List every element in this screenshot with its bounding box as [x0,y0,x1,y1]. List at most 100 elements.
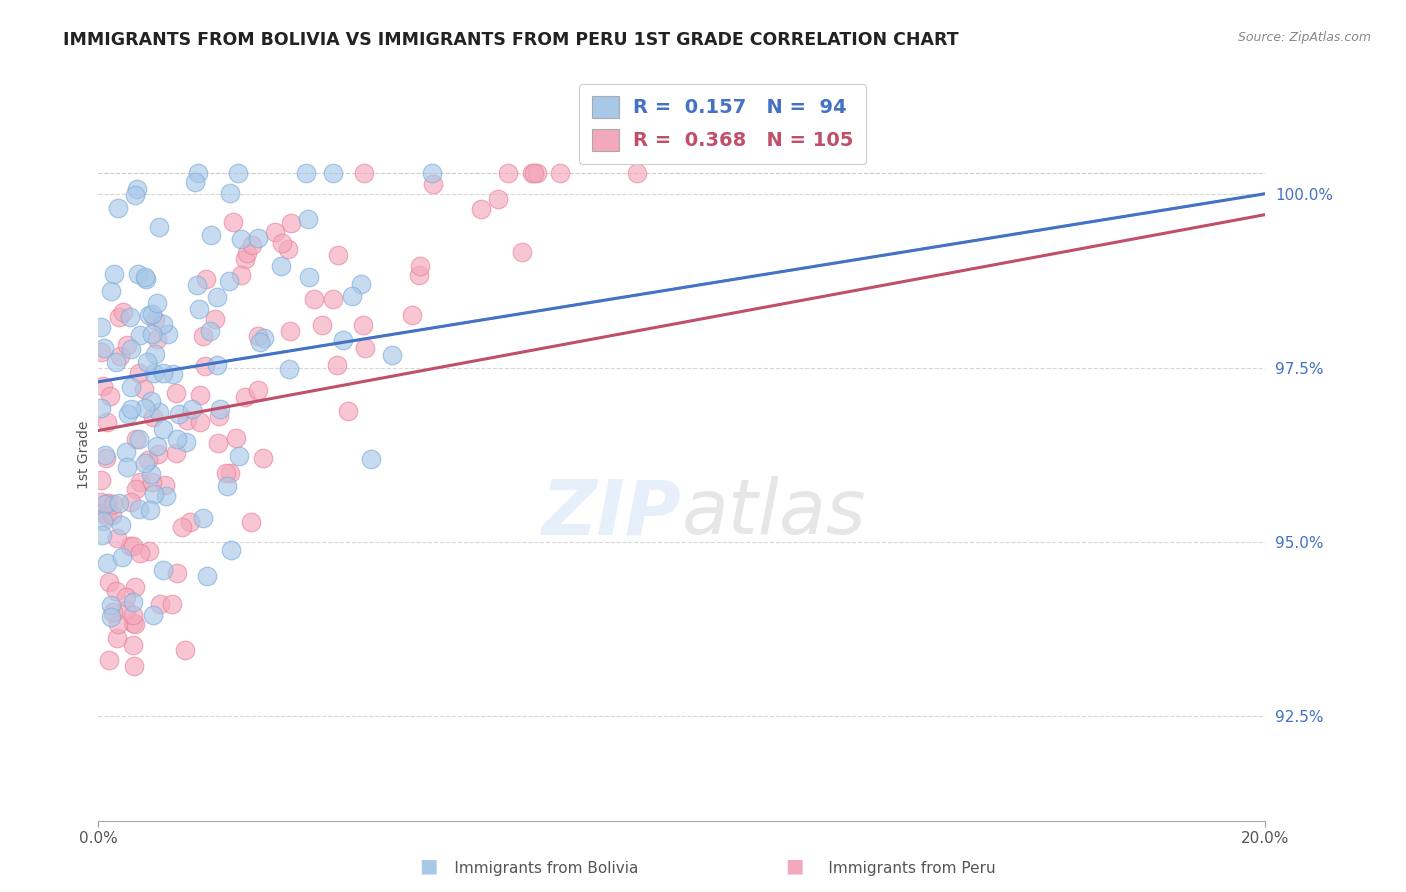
Text: Source: ZipAtlas.com: Source: ZipAtlas.com [1237,31,1371,45]
Point [353,166,375,180]
Point [354,342,377,356]
Point [236,246,259,260]
Point [149,597,172,611]
Point [91,379,114,393]
Point [218,274,240,288]
Point [328,248,350,262]
Point [107,616,129,631]
Point [93,341,115,355]
Point [90,401,112,416]
Point [215,466,238,480]
Point [278,362,301,376]
Point [100,598,122,612]
Point [229,232,252,246]
Point [176,435,198,450]
Point [111,549,134,564]
Point [114,444,136,458]
Point [90,345,112,359]
Point [166,566,188,581]
Point [222,214,245,228]
Point [352,318,374,332]
Point [152,367,174,381]
Point [337,404,360,418]
Point [215,479,238,493]
Point [128,433,150,447]
Point [219,543,242,558]
Point [121,595,143,609]
Point [136,453,159,467]
Point [128,501,150,516]
Point [510,244,533,259]
Point [247,383,270,397]
Point [342,289,364,303]
Point [523,166,546,180]
Point [240,515,263,529]
Point [187,166,209,180]
Point [122,638,145,652]
Point [125,182,148,196]
Point [302,293,325,307]
Point [139,394,162,409]
Point [143,486,166,500]
Point [148,447,170,461]
Point [142,366,165,380]
Point [91,506,114,520]
Point [496,166,519,180]
Point [195,272,218,286]
Point [187,302,209,317]
Point [191,511,214,525]
Point [198,324,221,338]
Point [132,382,155,396]
Point [204,312,226,326]
Point [181,402,204,417]
Point [121,607,143,622]
Point [90,495,112,509]
Point [134,456,156,470]
Point [166,432,188,446]
Point [172,520,194,534]
Point [228,449,250,463]
Point [155,490,177,504]
Point [135,271,157,285]
Point [200,228,222,243]
Point [148,220,170,235]
Text: ZIP: ZIP [543,476,682,550]
Text: Immigrants from Peru: Immigrants from Peru [804,861,995,876]
Point [486,192,509,206]
Point [409,259,432,273]
Point [186,278,208,293]
Point [103,268,125,282]
Point [128,367,150,381]
Point [174,643,197,657]
Point [176,413,198,427]
Point [96,450,118,465]
Point [117,338,139,352]
Point [229,268,252,282]
Point [520,166,543,180]
Point [408,268,430,282]
Point [247,328,270,343]
Point [127,267,149,281]
Point [96,509,118,524]
Point [188,415,211,429]
Point [115,590,138,604]
Text: Immigrants from Bolivia: Immigrants from Bolivia [430,861,638,876]
Point [91,528,114,542]
Point [122,539,145,553]
Point [146,439,169,453]
Point [107,201,129,215]
Point [91,514,114,528]
Point [124,580,146,594]
Legend: R =  0.157   N =  94, R =  0.368   N = 105: R = 0.157 N = 94, R = 0.368 N = 105 [579,84,866,164]
Text: ■: ■ [419,857,439,876]
Point [96,415,118,429]
Point [626,166,648,180]
Point [548,166,571,180]
Point [141,307,163,321]
Point [401,308,423,322]
Point [205,289,228,303]
Text: ■: ■ [785,857,804,876]
Point [179,515,201,529]
Point [219,466,242,480]
Point [277,242,299,256]
